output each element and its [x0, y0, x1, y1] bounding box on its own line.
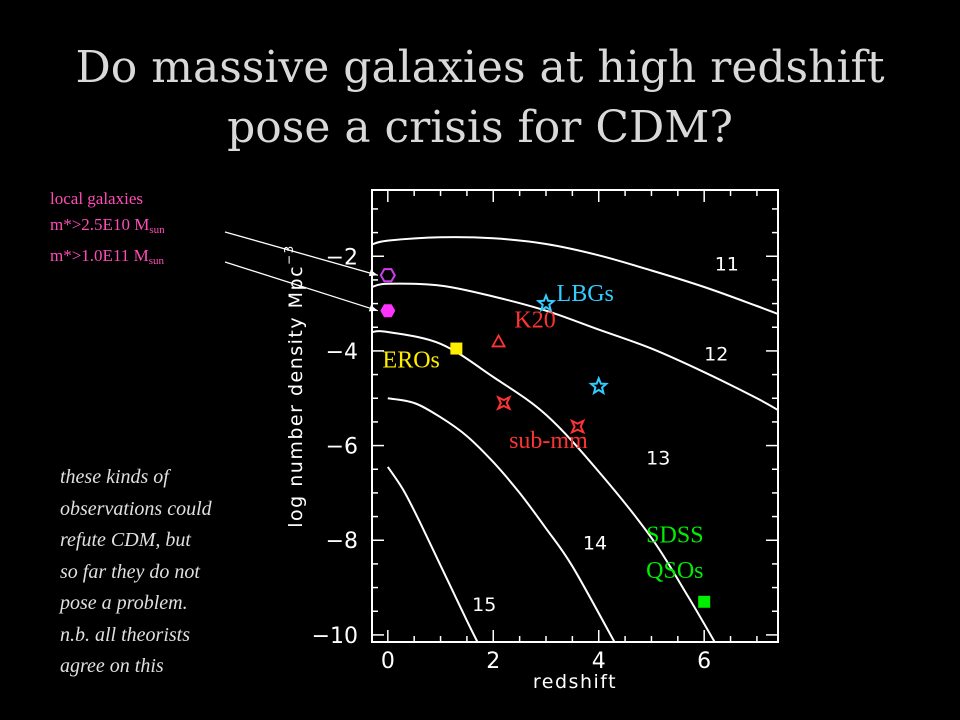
data-point-lbg: [588, 375, 609, 396]
curve-label-13: 13: [646, 448, 670, 470]
data-point-local_filled: [380, 304, 396, 318]
mass-curve-11: [372, 236, 778, 315]
y-tick-label: −4: [326, 340, 358, 365]
pointer-arrow-line: [224, 231, 378, 276]
group-label-qso: QSOs: [646, 558, 703, 584]
data-point-k20: [491, 333, 507, 348]
slide-title-line-1: Do massive galaxies at high redshift: [75, 42, 885, 93]
comment-line: observations could: [60, 497, 212, 520]
mass-curve-12: [372, 282, 778, 411]
mass-curve-13: [372, 330, 716, 642]
mass-subscript-2: sun: [148, 255, 164, 267]
group-label-ero: EROs: [383, 347, 440, 373]
group-label-lbg: LBGs: [557, 281, 614, 307]
y-axis-label-main: log number density Mpc: [285, 265, 307, 528]
curve-label-14: 14: [583, 533, 607, 555]
mass-threshold-1: m*>2.5E10 M: [50, 215, 150, 234]
pointer-arrow-line: [224, 261, 379, 312]
mass-curve-15: [386, 466, 479, 642]
local-galaxies-note: local galaxies m*>2.5E10 Msun m*>1.0E11 …: [50, 186, 165, 274]
curve-label-15: 15: [472, 594, 496, 616]
x-tick-label: 6: [697, 649, 711, 674]
y-axis-label-exponent: −3: [282, 244, 296, 265]
y-tick-label: −8: [326, 529, 358, 554]
comment-line: pose a problem.: [60, 592, 188, 614]
comment-line: so far they do not: [60, 560, 200, 583]
y-tick-label: −2: [326, 245, 358, 270]
mass-curve-14: [387, 397, 616, 642]
local-galaxies-heading: local galaxies: [50, 189, 143, 208]
group-label-submm: sub-mm: [509, 428, 588, 454]
data-point-ero: [450, 342, 463, 355]
curve-label-12: 12: [704, 343, 728, 365]
group-label-qso: SDSS: [646, 523, 703, 549]
data-point-local_open: [379, 268, 396, 283]
group-label-k20: K20: [514, 307, 555, 333]
x-tick-label: 0: [381, 649, 395, 674]
local-galaxies-line-2: m*>1.0E11 Msun: [50, 243, 165, 274]
y-tick-label: −6: [326, 435, 358, 460]
plot-frame: [371, 189, 779, 643]
x-axis-label: redshift: [533, 671, 617, 693]
data-point-submm: [569, 418, 586, 435]
comment-line: agree on this: [60, 655, 164, 677]
curves-group: [372, 236, 778, 642]
y-tick-label: −10: [312, 624, 358, 649]
curve-label-11: 11: [715, 253, 739, 275]
mass-threshold-2: m*>1.0E11 M: [50, 246, 149, 265]
local-galaxies-line-1: m*>2.5E10 Msun: [50, 212, 165, 243]
data-point-lbg: [535, 292, 557, 313]
comment-line: these kinds of: [60, 466, 169, 488]
x-tick-label: 4: [592, 649, 606, 674]
data-point-qso: [698, 595, 711, 608]
pointer-arrow-head: [368, 304, 378, 312]
pointer-arrow-head: [368, 269, 378, 277]
comment-line: n.b. all theorists: [60, 623, 191, 646]
comment-line: refute CDM, but: [60, 529, 191, 551]
comment-text: these kinds of observations could refute…: [60, 462, 212, 683]
data-point-submm: [496, 395, 512, 411]
x-tick-label: 2: [486, 649, 500, 674]
slide-title-line-2: pose a crisis for CDM?: [227, 102, 733, 153]
mass-subscript-1: sun: [149, 224, 165, 236]
